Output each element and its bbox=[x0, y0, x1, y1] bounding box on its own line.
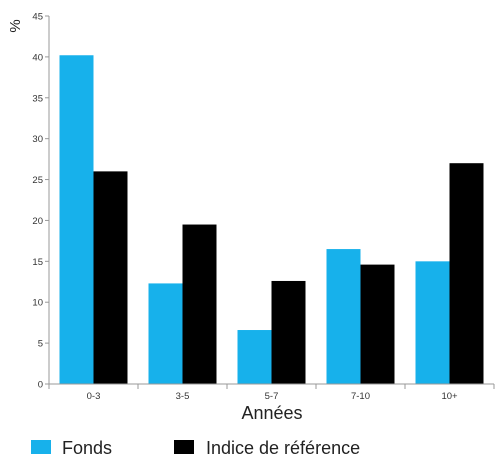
y-tick-label: 25 bbox=[32, 175, 43, 186]
bar-indice-3 bbox=[360, 264, 395, 384]
legend-label: Fonds bbox=[62, 438, 112, 457]
bar-indice-1 bbox=[182, 224, 217, 384]
bar-indice-2 bbox=[271, 280, 306, 384]
y-tick-label: 10 bbox=[32, 298, 43, 309]
y-tick-label: 30 bbox=[32, 134, 43, 145]
bar-indice-4 bbox=[449, 163, 484, 384]
x-axis: 0-3 3-5 5-7 7-10 10+ bbox=[48, 383, 495, 402]
x-tick-label: 7-10 bbox=[351, 391, 370, 402]
legend-swatch bbox=[174, 440, 194, 454]
y-tick-label: 20 bbox=[32, 216, 43, 227]
y-tick-label: 0 bbox=[38, 380, 43, 391]
y-tick-label: 15 bbox=[32, 257, 43, 268]
x-axis-label: Années bbox=[241, 403, 302, 423]
bar-fonds-0 bbox=[59, 55, 94, 385]
y-tick-label: 40 bbox=[32, 52, 43, 63]
y-axis: 0 5 10 15 20 25 30 35 40 45 bbox=[32, 12, 50, 391]
x-tick-label: 0-3 bbox=[87, 391, 101, 402]
y-tick-label: 45 bbox=[32, 12, 43, 23]
legend-swatch bbox=[31, 440, 51, 454]
bar-fonds-4 bbox=[415, 261, 450, 384]
bars bbox=[59, 55, 484, 385]
x-tick-label: 5-7 bbox=[265, 391, 279, 402]
bar-fonds-2 bbox=[237, 330, 272, 384]
y-axis-label: % bbox=[7, 19, 24, 32]
x-tick-label: 10+ bbox=[441, 391, 458, 402]
x-tick-label: 3-5 bbox=[176, 391, 190, 402]
bar-fonds-1 bbox=[148, 283, 183, 384]
y-tick-label: 35 bbox=[32, 93, 43, 104]
bar-fonds-3 bbox=[326, 249, 361, 384]
bar-indice-0 bbox=[93, 171, 128, 384]
legend: Fonds Indice de référence bbox=[31, 438, 360, 457]
legend-label: Indice de référence bbox=[206, 438, 360, 457]
y-tick-label: 5 bbox=[38, 339, 43, 350]
